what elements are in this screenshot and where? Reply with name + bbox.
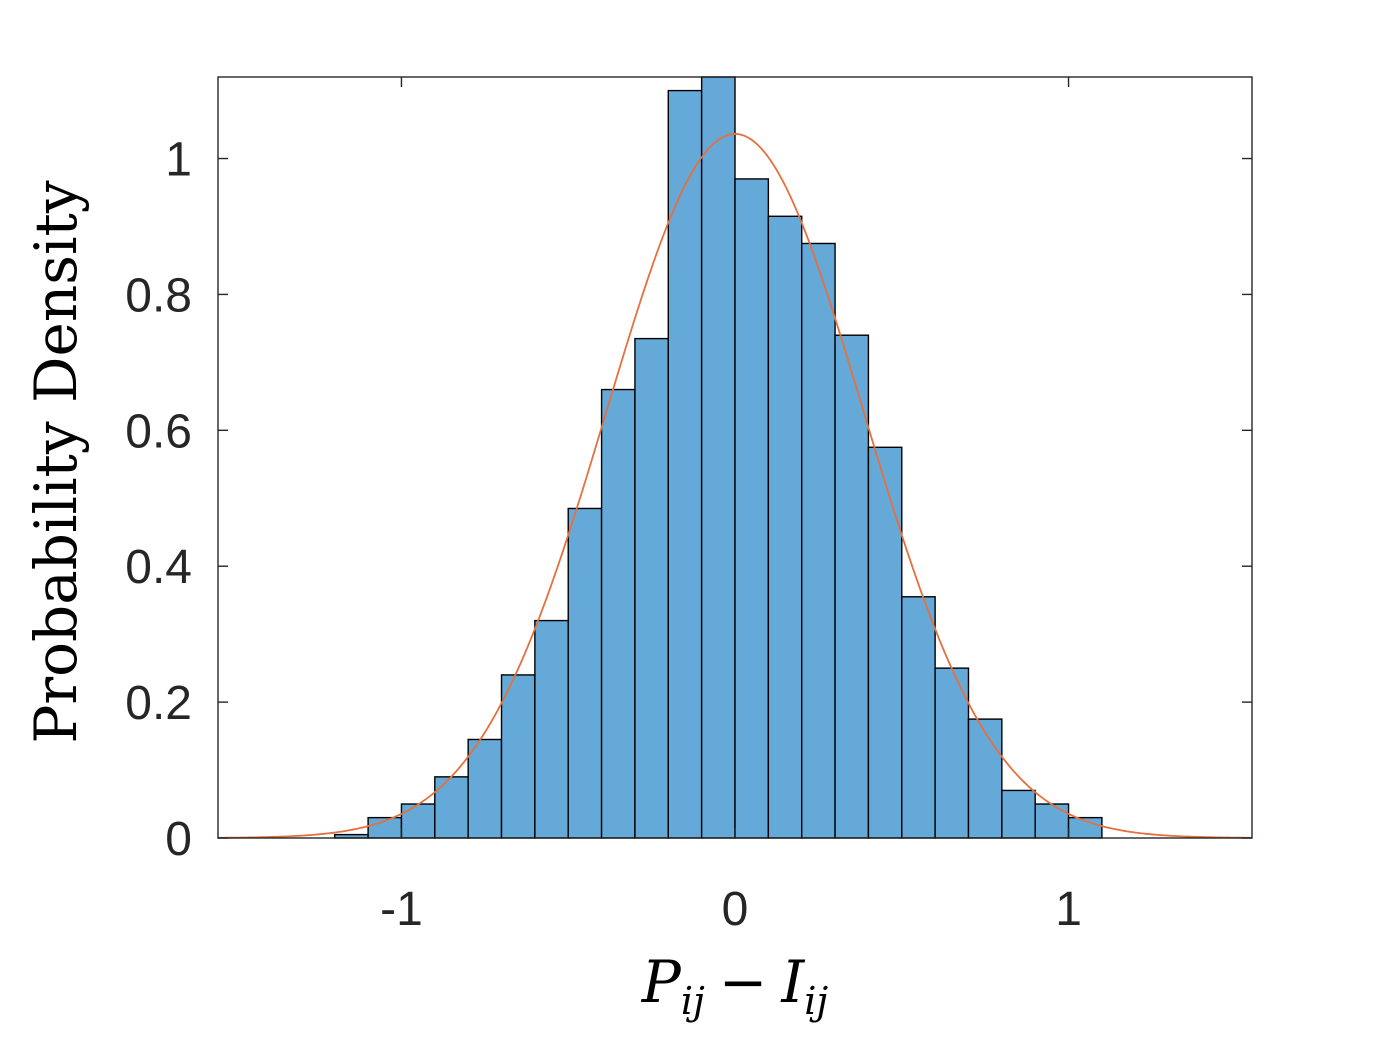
y-tick-label: 0.8	[125, 269, 192, 322]
histogram-bar	[1034, 803, 1070, 839]
histogram-bar	[500, 674, 536, 839]
histogram-bar	[400, 803, 436, 839]
histogram-bar	[634, 337, 669, 839]
x-axis-title-sub1: ij	[681, 979, 705, 1023]
y-tick-label: 0	[165, 813, 192, 866]
histogram-bar	[567, 507, 603, 839]
histogram-bar	[434, 776, 469, 839]
x-tick-label: -1	[380, 883, 423, 936]
fit-curve-layer	[217, 133, 1253, 839]
y-tick-label: 1	[165, 134, 192, 187]
histogram-bar	[801, 242, 836, 839]
x-axis-title-sub2: ij	[804, 979, 828, 1023]
y-tick-label: 0.2	[125, 677, 192, 730]
histogram-bar	[600, 388, 636, 839]
y-tick-label: 0.4	[125, 541, 192, 594]
histogram-bar	[734, 178, 770, 839]
x-axis-title-op: −	[719, 948, 768, 1016]
y-axis-title: Probability Density	[22, 180, 90, 743]
x-axis-title-base1: P	[641, 948, 682, 1016]
histogram-bar	[534, 619, 569, 839]
histogram-bars	[334, 76, 1103, 839]
histogram-bar	[667, 89, 703, 839]
histogram-bar	[967, 718, 1003, 839]
x-tick-label: 1	[1055, 883, 1082, 936]
histogram-bar	[467, 738, 503, 839]
normal-fit-curve	[217, 133, 1253, 839]
histogram-bar	[867, 446, 903, 839]
histogram-bar	[700, 76, 736, 839]
histogram-bar	[934, 667, 970, 839]
x-axis-title-base2: I	[780, 948, 805, 1016]
y-tick-label: 0.6	[125, 405, 192, 458]
histogram-bar	[901, 596, 936, 839]
axis-ticks: -1 0 1 0 0.2 0.4 0.6 0.8 1	[125, 77, 1252, 936]
x-axis-title: Pij − Iij	[641, 948, 829, 1023]
histogram-bar	[767, 215, 803, 839]
histogram-bar	[1001, 789, 1036, 839]
x-tick-label: 0	[722, 883, 749, 936]
